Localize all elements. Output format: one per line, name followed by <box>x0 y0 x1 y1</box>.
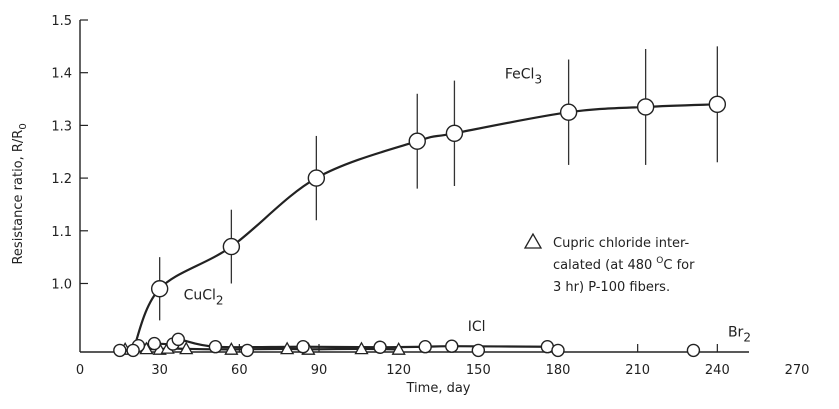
x-axis-title: Time, day <box>406 381 471 396</box>
y-axis-title: Resistance ratio, R/R0 <box>11 123 29 264</box>
data-point-circle <box>222 237 241 256</box>
legend-degree-sup: O <box>656 256 663 266</box>
series-label-fecl3-sub: 3 <box>534 73 542 87</box>
data-point-triangle <box>179 341 194 355</box>
data-point-circle <box>471 343 486 358</box>
x-tick-label: 60 <box>231 363 248 378</box>
data-point-circle <box>147 336 162 351</box>
y-tick-label: 1.5 <box>51 14 72 29</box>
data-point-circle <box>636 98 655 116</box>
data-point-triangle <box>224 342 239 355</box>
y-axis-title-subscript: 0 <box>18 123 29 129</box>
data-point-circle <box>113 343 127 358</box>
series-label-br2-sub: 2 <box>743 330 751 344</box>
data-point-circle <box>150 280 169 298</box>
data-point-circle <box>708 95 727 114</box>
x-tick-label: 270 <box>785 363 810 378</box>
data-point-circle <box>686 343 701 358</box>
legend-triangle-marker <box>523 232 543 249</box>
data-point-circle <box>208 340 223 354</box>
y-tick-label: 1.2 <box>51 172 72 187</box>
series-label-br2: Br2 <box>728 324 751 344</box>
series-label-icl: ICl <box>468 319 486 335</box>
series-label-cucl2: CuCl2 <box>184 287 224 307</box>
data-point-circle <box>171 332 185 347</box>
data-point-circle <box>408 132 426 150</box>
series-curve-icl <box>138 338 548 349</box>
x-tick-label: 180 <box>546 363 571 378</box>
x-tick-label: 90 <box>311 363 328 378</box>
data-point-triangle <box>391 342 406 355</box>
legend-line-3: 3 hr) P-100 fibers. <box>553 280 670 295</box>
axes <box>79 20 749 353</box>
series-label-icl-main: ICl <box>468 319 486 335</box>
x-tick-label: 150 <box>466 363 491 378</box>
data-point-circle <box>126 343 140 358</box>
legend-line-2: calated (at 480 OC for <box>553 256 695 273</box>
x-tick-label: 0 <box>76 363 84 378</box>
data-point-circle <box>551 343 565 358</box>
y-tick-label: 1.0 <box>51 277 72 292</box>
data-point-triangle <box>354 341 369 355</box>
legend-line-1: Cupric chloride inter- <box>553 236 690 251</box>
data-point-circle <box>240 343 255 358</box>
data-point-circle <box>418 340 432 354</box>
legend-line-2-text: calated (at 480 <box>553 258 652 273</box>
legend-degree-after: C for <box>663 258 695 273</box>
data-point-circle <box>373 340 387 354</box>
data-markers <box>113 95 727 358</box>
legend: Cupric chloride inter- calated (at 480 OC… <box>523 232 695 295</box>
series-label-cucl2-sub: 2 <box>216 293 224 307</box>
x-tick-label: 210 <box>625 363 650 378</box>
data-point-circle <box>307 169 326 187</box>
y-tick-label: 1.4 <box>51 67 72 82</box>
y-axis-title-main: Resistance ratio, R/R <box>11 130 26 265</box>
data-point-triangle <box>280 341 295 355</box>
series-label-br2-main: Br <box>728 324 744 340</box>
data-point-circle <box>559 103 578 121</box>
x-tick-label: 30 <box>151 363 168 378</box>
x-tick-label: 120 <box>386 363 411 378</box>
series-label-cucl2-main: CuCl <box>184 287 216 303</box>
axis-ticks: 0 30 60 90 120 150 180 210 240 270 1.0 1.1 1.2 1.3 1.4… <box>51 14 809 378</box>
series-label-fecl3: FeCl3 <box>505 67 542 87</box>
y-tick-label: 1.1 <box>51 225 72 240</box>
data-point-circle <box>445 339 459 353</box>
x-tick-label: 240 <box>705 363 730 378</box>
data-point-circle <box>296 340 310 354</box>
series-label-fecl3-main: FeCl <box>505 67 535 83</box>
data-point-circle <box>445 124 464 143</box>
y-tick-label: 1.3 <box>51 119 72 134</box>
